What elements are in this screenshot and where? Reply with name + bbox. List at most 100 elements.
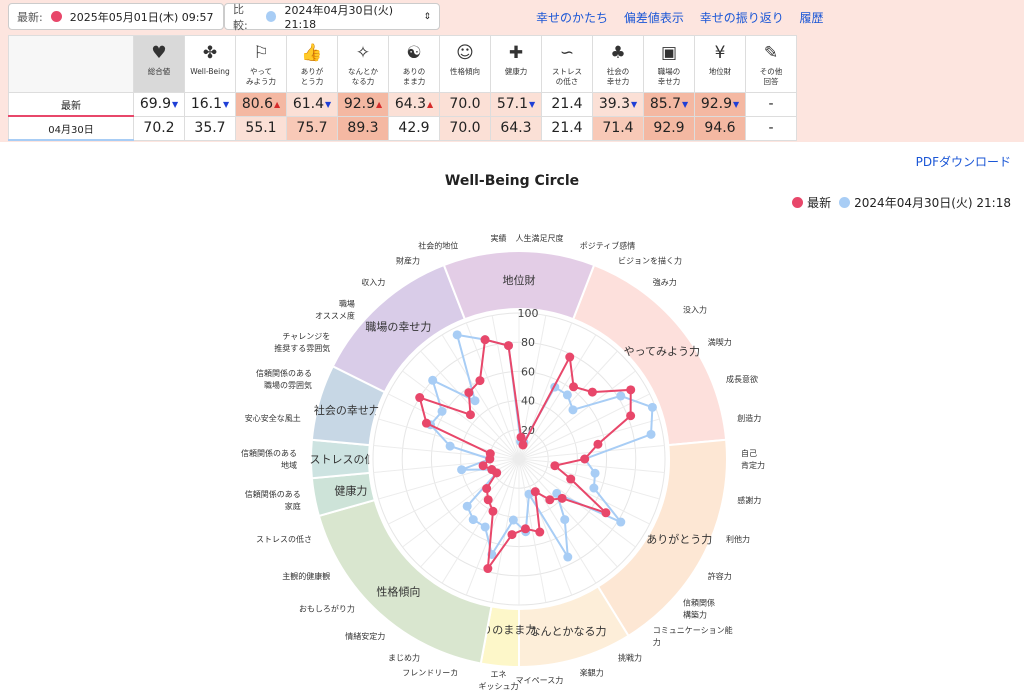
group-label: ストレスの低さ — [310, 453, 387, 466]
data-point[interactable] — [421, 418, 431, 428]
data-point[interactable] — [568, 405, 578, 415]
data-point[interactable] — [550, 461, 560, 471]
grid-spoke — [518, 458, 573, 596]
axis-label: チャレンジを推奨する雰囲気 — [274, 332, 330, 353]
score-cell: 64.3 — [490, 115, 542, 141]
data-point[interactable] — [647, 402, 657, 412]
data-point[interactable] — [482, 484, 492, 494]
data-point[interactable] — [593, 439, 603, 449]
grid-spoke — [518, 458, 665, 473]
column-header[interactable]: ✧ なんとか なる力 — [337, 35, 389, 93]
grid-spoke — [518, 370, 636, 460]
data-point[interactable] — [545, 495, 555, 505]
data-point[interactable] — [475, 376, 485, 386]
column-header[interactable]: ♥ 総合値 — [133, 35, 185, 93]
data-point[interactable] — [437, 406, 447, 416]
data-point[interactable] — [580, 454, 590, 464]
data-point[interactable] — [483, 564, 493, 574]
data-point[interactable] — [503, 341, 513, 351]
score-value: 70.2 — [143, 120, 175, 136]
data-point[interactable] — [557, 493, 567, 503]
score-value: 57.1 — [496, 96, 528, 113]
data-point[interactable] — [462, 501, 472, 511]
data-point[interactable] — [560, 515, 570, 525]
data-point[interactable] — [483, 495, 493, 505]
score-value: 71.4 — [602, 120, 634, 136]
data-point[interactable] — [468, 515, 478, 525]
category-icon: ☯ — [406, 43, 422, 63]
data-point[interactable] — [601, 508, 611, 518]
score-cell: 55.1 — [235, 115, 287, 141]
score-value: 94.6 — [704, 120, 736, 136]
category-icon: ✧ — [355, 43, 371, 63]
latest-selector[interactable]: 最新: 2025年05月01日(木) 09:57 — [8, 3, 224, 30]
data-point[interactable] — [415, 393, 425, 403]
data-point[interactable] — [530, 487, 540, 497]
score-value: 70.0 — [449, 96, 481, 113]
axis-label: マイペース力 — [516, 675, 564, 685]
data-point[interactable] — [565, 352, 575, 362]
column-header[interactable]: ♣ 社会の 幸せ力 — [592, 35, 644, 93]
data-point[interactable] — [520, 524, 530, 534]
data-point[interactable] — [646, 429, 656, 439]
score-cell: 61.4▼ — [286, 92, 338, 117]
score-table: ♥ 総合値 ✤ Well-Being ⚐ やって みよう力 👍 ありが とう力 ✧ なんとか なる力 ☯ あ… — [8, 35, 797, 141]
link-deviation[interactable]: 偏差値表示 — [623, 11, 684, 25]
up-arrow-icon: ▲ — [274, 99, 281, 109]
column-header[interactable]: ¥ 地位財 — [694, 35, 746, 93]
data-point[interactable] — [478, 461, 488, 471]
data-point[interactable] — [616, 517, 626, 527]
data-point[interactable] — [569, 382, 579, 392]
data-point[interactable] — [457, 465, 467, 475]
data-point[interactable] — [626, 411, 636, 421]
link-review[interactable]: 幸せの振り返り — [699, 11, 784, 25]
axis-label: 信頼関係のある家庭 — [245, 489, 301, 511]
column-header[interactable]: ▣ 職場の 幸せ力 — [643, 35, 695, 93]
column-header[interactable]: ∽ ストレス の低さ — [541, 35, 593, 93]
group-label: 地位財 — [503, 273, 536, 287]
data-point[interactable] — [563, 552, 573, 562]
column-label: ありの まま力 — [402, 66, 426, 87]
data-point[interactable] — [488, 506, 498, 516]
data-point[interactable] — [566, 474, 576, 484]
link-shape[interactable]: 幸せのかたち — [536, 11, 609, 25]
data-point[interactable] — [465, 410, 475, 420]
data-point[interactable] — [589, 483, 599, 493]
link-history[interactable]: 履歴 — [799, 11, 824, 25]
data-point[interactable] — [480, 335, 490, 345]
data-point[interactable] — [535, 527, 545, 537]
group-segment[interactable] — [442, 250, 596, 321]
data-point[interactable] — [508, 515, 518, 525]
grid-spoke — [441, 458, 520, 584]
data-point[interactable] — [626, 385, 636, 395]
data-point[interactable] — [464, 388, 474, 398]
data-point[interactable] — [487, 465, 497, 475]
column-header[interactable]: ☺ 性格傾向 — [439, 35, 491, 93]
data-point[interactable] — [562, 390, 572, 400]
data-point[interactable] — [518, 440, 528, 450]
data-point[interactable] — [616, 391, 626, 401]
data-point[interactable] — [507, 530, 517, 540]
column-header[interactable]: ⚐ やって みよう力 — [235, 35, 287, 93]
column-header[interactable]: ✎ その他 回答 — [745, 35, 797, 93]
data-point[interactable] — [590, 468, 600, 478]
score-value: - — [768, 120, 774, 136]
legend-entry[interactable]: 最新 — [792, 194, 831, 211]
pdf-download-link[interactable]: PDFダウンロード — [915, 155, 1011, 169]
compare-selector[interactable]: 比較: 2024年04月30日(火) 21:18 ⇕ — [224, 3, 440, 32]
data-point[interactable] — [485, 449, 495, 459]
column-header[interactable]: ✤ Well-Being — [184, 35, 236, 93]
data-point[interactable] — [470, 396, 480, 406]
axis-label: 実績 — [491, 233, 507, 243]
data-point[interactable] — [516, 432, 526, 442]
data-point[interactable] — [480, 522, 490, 532]
axis-label: 没入力 — [683, 304, 707, 314]
data-point[interactable] — [452, 330, 462, 340]
data-point[interactable] — [445, 441, 455, 451]
data-point[interactable] — [428, 375, 438, 385]
score-value: 92.9 — [653, 120, 685, 136]
data-point[interactable] — [587, 387, 597, 397]
legend-entry[interactable]: 2024年04月30日(火) 21:18 — [839, 194, 1011, 211]
chart-title: Well-Being Circle — [444, 173, 580, 189]
group-label: 健康力 — [334, 483, 367, 497]
